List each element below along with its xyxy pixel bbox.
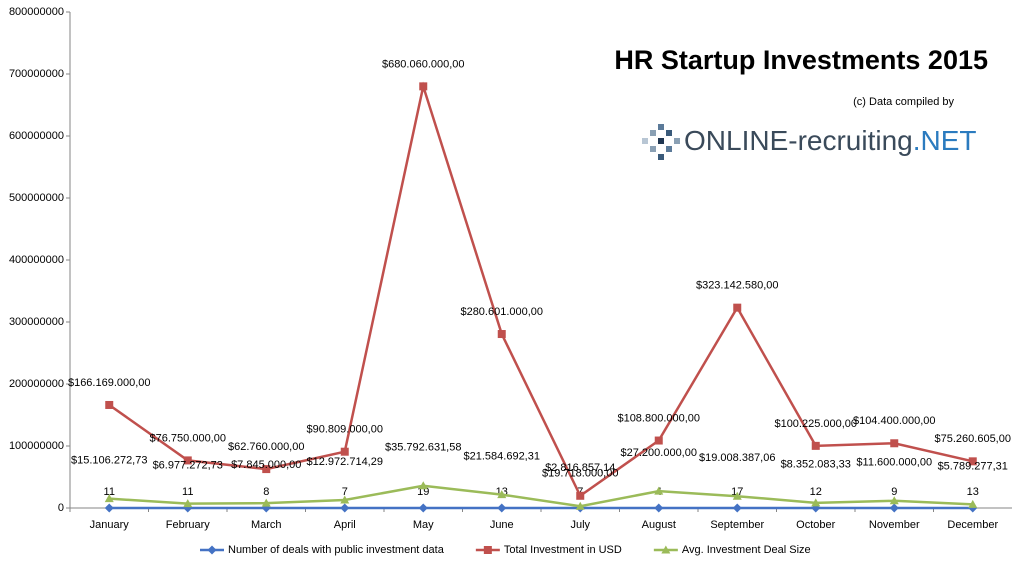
logo-text: ONLINE-recruiting.NET	[684, 125, 977, 156]
legend-label: Avg. Investment Deal Size	[682, 544, 811, 556]
data-label: $7.845.000,00	[231, 459, 301, 471]
data-point	[497, 330, 506, 339]
data-point	[340, 495, 350, 504]
x-tick-label: October	[796, 519, 835, 531]
data-point	[419, 82, 428, 91]
data-point	[418, 503, 428, 513]
data-label: $11.600.000,00	[856, 457, 932, 469]
x-tick-label: August	[642, 519, 676, 531]
data-point	[654, 503, 664, 513]
data-point	[654, 436, 663, 445]
data-label: $6.977.272,73	[153, 460, 223, 472]
data-point	[340, 447, 349, 456]
logo-icon	[642, 124, 680, 160]
data-label: $8.352.083,33	[781, 459, 851, 471]
data-label: $19.008.387,06	[699, 452, 775, 464]
legend-marker	[661, 545, 671, 554]
data-point	[889, 496, 899, 505]
y-tick-label: 500000000	[9, 192, 64, 204]
data-label: $323.142.580,00	[696, 280, 779, 292]
data-label: $15.106.272,73	[71, 455, 147, 467]
data-label: $166.169.000,00	[68, 377, 151, 389]
data-point	[183, 499, 193, 508]
data-point	[183, 456, 192, 465]
x-tick-label: January	[90, 519, 130, 531]
data-point	[105, 400, 114, 409]
data-point	[732, 503, 742, 513]
x-tick-label: May	[413, 519, 434, 531]
data-point	[261, 498, 271, 507]
y-tick-label: 400000000	[9, 254, 64, 266]
data-point	[575, 501, 585, 510]
data-point	[889, 503, 899, 513]
logo-main: ONLINE-recruiting	[684, 125, 913, 156]
data-point	[654, 486, 664, 495]
x-tick-label: February	[166, 519, 211, 531]
data-label: $90.809.000,00	[307, 424, 383, 436]
x-tick-label: April	[334, 519, 356, 531]
data-label: $21.584.692,31	[464, 451, 540, 463]
x-tick-label: July	[570, 519, 590, 531]
y-tick-label: 800000000	[9, 6, 64, 18]
y-tick-label: 700000000	[9, 68, 64, 80]
y-tick-label: 300000000	[9, 316, 64, 328]
data-label: 12	[810, 486, 822, 498]
data-label: $5.789.277,31	[938, 460, 1008, 472]
legend-label: Number of deals with public investment d…	[228, 544, 445, 556]
credit: (c) Data compiled by	[853, 96, 954, 108]
data-label: 13	[967, 486, 979, 498]
data-point	[340, 503, 350, 513]
data-label: 8	[263, 486, 269, 498]
y-tick-label: 200000000	[9, 378, 64, 390]
y-tick-label: 100000000	[9, 440, 64, 452]
data-label: $680.060.000,00	[382, 58, 465, 70]
x-tick-label: June	[490, 519, 514, 531]
data-point	[497, 490, 507, 499]
data-label: $75.260.605,00	[935, 433, 1011, 445]
legend-label: Total Investment in USD	[504, 544, 622, 556]
legend-marker	[207, 545, 217, 555]
data-point	[104, 494, 114, 503]
data-point	[104, 503, 114, 513]
y-tick-label: 600000000	[9, 130, 64, 142]
data-point	[811, 498, 821, 507]
data-label: $35.792.631,58	[385, 442, 461, 454]
data-label: $108.800.000,00	[617, 412, 700, 424]
data-point	[576, 491, 585, 500]
data-point	[890, 439, 899, 448]
data-label: 11	[104, 486, 115, 498]
data-label: $12.972.714,29	[307, 456, 383, 468]
data-point	[733, 303, 742, 312]
data-label: 7	[342, 486, 348, 498]
y-tick-label: 0	[58, 502, 64, 514]
data-label: $62.760.000,00	[228, 441, 304, 453]
data-label: $280.601.000,00	[460, 306, 543, 318]
data-label: $104.400.000,00	[853, 415, 936, 427]
data-label: $76.750.000,00	[150, 432, 226, 444]
x-tick-label: March	[251, 519, 282, 531]
x-tick-label: November	[869, 519, 920, 531]
data-point	[497, 503, 507, 513]
data-label: $19.718.000,00	[542, 468, 618, 480]
data-label: 11	[182, 486, 193, 498]
data-point	[262, 465, 271, 474]
data-point	[732, 491, 742, 500]
data-label: $27.200.000,00	[621, 447, 697, 459]
data-point	[968, 457, 977, 466]
data-point	[418, 481, 428, 490]
data-label: $100.225.000,00	[774, 418, 857, 430]
legend-marker	[483, 546, 492, 554]
x-tick-label: December	[947, 519, 998, 531]
x-tick-label: September	[710, 519, 764, 531]
series-line	[109, 484, 973, 508]
data-label: $2.816.857,14	[545, 462, 615, 474]
logo-suffix: .NET	[913, 125, 977, 156]
series-line	[108, 81, 974, 498]
data-label: 9	[891, 486, 897, 498]
chart-title: HR Startup Investments 2015	[614, 45, 988, 75]
data-point	[968, 499, 978, 508]
data-point	[811, 441, 820, 450]
